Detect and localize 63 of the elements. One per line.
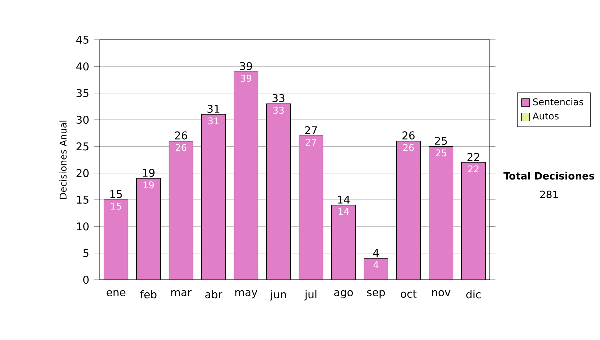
x-tick-label: jun [270, 290, 286, 301]
total-label: 39 [240, 62, 252, 70]
y-tick-label: 30 [76, 116, 89, 124]
y-tick-label: 40 [76, 62, 89, 71]
y-tick-label: 5 [84, 249, 89, 258]
total-label: 4 [373, 249, 380, 258]
total-label: 33 [272, 94, 285, 102]
bar [234, 72, 258, 280]
x-tick-label: jul [304, 290, 317, 301]
bar [461, 162, 486, 280]
x-tick-label: may [236, 290, 258, 299]
bar [169, 141, 194, 280]
y-tick-label: 15 [77, 196, 89, 204]
x-tick-label: dic [466, 290, 481, 299]
text: 281 [540, 190, 558, 198]
total-label: 26 [175, 132, 188, 140]
bar [429, 146, 454, 280]
data-label: 26 [404, 144, 414, 152]
total-label: 22 [468, 153, 480, 162]
y-tick-label: 0 [84, 276, 89, 284]
x-tick-label: ene [106, 290, 126, 297]
x-tick-label: feb [140, 290, 157, 299]
total-label: 26 [402, 132, 415, 140]
total-label: 27 [305, 126, 318, 134]
bar [299, 136, 324, 280]
x-tick-label: nov [432, 290, 451, 297]
y-tick-label: 35 [76, 89, 89, 98]
x-tick-label: sep [367, 290, 386, 299]
bar [136, 178, 161, 280]
x-tick-label: oct [401, 290, 417, 298]
data-label: 25 [436, 150, 446, 157]
y-tick-label: 25 [76, 142, 89, 151]
data-label: 19 [144, 182, 154, 189]
bar [364, 258, 388, 280]
y-tick-label: 20 [76, 169, 89, 178]
total-label: 15 [110, 190, 122, 198]
data-label: 4 [374, 262, 379, 268]
data-label: 15 [111, 202, 122, 210]
total-label: 31 [208, 104, 220, 114]
y-tick-label: 45 [76, 36, 89, 44]
x-tick-label: mar [172, 290, 192, 297]
y-tick-label: 10 [77, 222, 89, 231]
data-label: 27 [306, 138, 316, 146]
data-label: 33 [274, 106, 284, 114]
bar [104, 200, 128, 280]
bar [202, 114, 226, 280]
bar [332, 205, 356, 280]
text: Total Decisiones [504, 172, 595, 180]
data-label: 39 [241, 74, 252, 82]
legend-label: Sentencias [533, 98, 584, 106]
data-label: 22 [468, 166, 479, 173]
x-tick-label: abr [206, 290, 223, 299]
total-label: 14 [338, 196, 350, 204]
data-label: 26 [176, 144, 187, 152]
total-label: 25 [435, 136, 448, 146]
bar [396, 141, 421, 280]
y-axis-title: Decisiones Anual [60, 120, 67, 199]
x-tick-label: ago [334, 290, 354, 299]
bar [266, 104, 291, 280]
data-label: 31 [208, 118, 219, 125]
total-label: 19 [143, 168, 155, 178]
legend-label: Autos [532, 112, 559, 120]
data-label: 14 [338, 208, 350, 216]
